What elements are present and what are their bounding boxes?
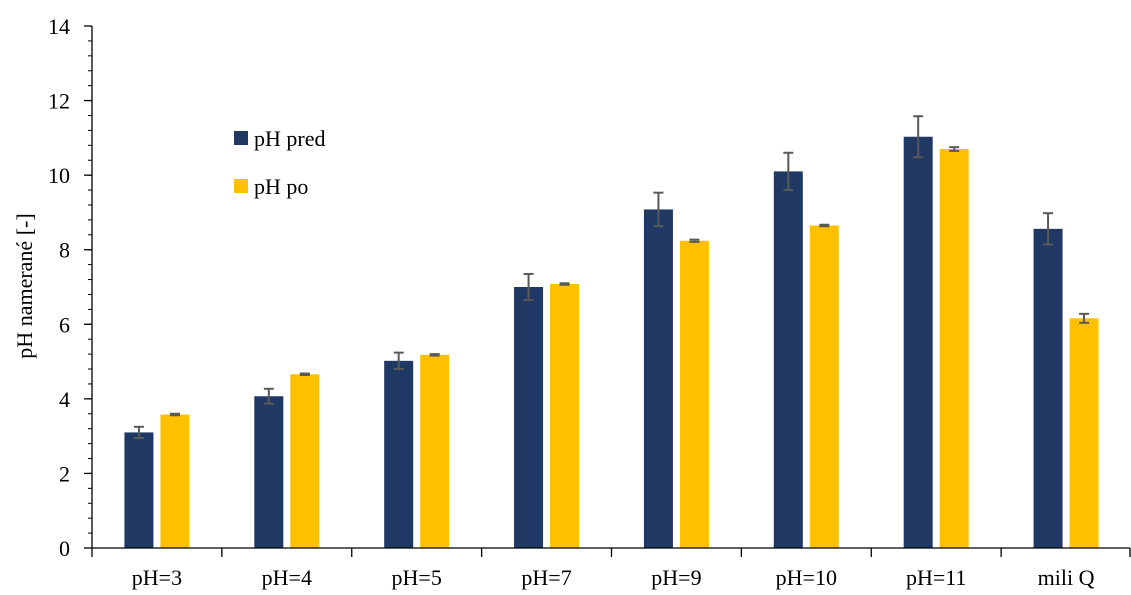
y-tick-label: 10 [48, 163, 70, 188]
bar-ph-pred [903, 136, 933, 548]
error-bar [523, 272, 534, 302]
x-tick-label: pH=7 [521, 565, 571, 590]
x-tick-label: pH=4 [262, 565, 312, 590]
y-tick-label: 6 [59, 312, 70, 337]
error-bar [169, 412, 180, 417]
legend: pH pred pH po [234, 126, 325, 199]
x-tick-label: pH=5 [392, 565, 442, 590]
y-tick-label: 0 [59, 536, 70, 561]
bar-ph-po [939, 149, 969, 549]
bar-ph-po [679, 240, 709, 548]
error-bar [1043, 212, 1054, 246]
error-bar [819, 223, 830, 228]
legend-label: pH po [254, 174, 308, 199]
bar-ph-pred [254, 396, 284, 548]
bar-ph-pred [124, 432, 154, 548]
legend-swatch [234, 131, 248, 145]
x-axis-labels: pH=3 pH=4 pH=5 pH=7 pH=9 pH=10 pH=11 mili Q [132, 565, 1095, 590]
y-tick-label: 2 [59, 461, 70, 486]
error-bar [393, 351, 404, 371]
error-bar [689, 238, 700, 243]
legend-label: pH pred [254, 126, 325, 151]
y-tick-label: 4 [59, 387, 70, 412]
bar-ph-pred [384, 360, 414, 548]
y-tick-label: 14 [48, 14, 70, 39]
error-bar [133, 425, 144, 440]
error-bar [1079, 312, 1090, 324]
bar-ph-pred [514, 287, 544, 548]
legend-item: pH po [234, 174, 308, 199]
error-bar [653, 191, 664, 228]
bar-ph-po [550, 284, 580, 548]
x-tick-label: pH=11 [906, 565, 966, 590]
error-bar [559, 282, 570, 286]
y-axis-title: pH namerané [-] [12, 213, 37, 358]
x-tick-label: pH=9 [651, 565, 701, 590]
bar-ph-pred [643, 209, 673, 548]
bar-ph-pred [1033, 228, 1063, 548]
bar-ph-po [420, 354, 450, 548]
bar-ph-po [809, 225, 839, 548]
y-tick-label: 12 [48, 89, 70, 114]
bar-ph-pred [773, 171, 803, 548]
error-bar [913, 115, 924, 159]
axes [91, 26, 1131, 557]
error-bars [133, 115, 1090, 440]
x-tick-label: mili Q [1038, 565, 1095, 590]
bar-ph-po [1069, 318, 1099, 548]
y-tick-label: 8 [59, 238, 70, 263]
error-bar [429, 353, 440, 357]
x-tick-label: pH=3 [132, 565, 182, 590]
y-axis-ticks: 0 2 4 6 8 10 12 14 [48, 14, 92, 561]
error-bar [783, 151, 794, 192]
legend-item: pH pred [234, 126, 325, 151]
legend-swatch [234, 179, 248, 193]
error-bar [263, 387, 274, 405]
bar-ph-po [290, 374, 320, 548]
x-tick-label: pH=10 [776, 565, 837, 590]
bars [124, 136, 1099, 549]
error-bar [299, 372, 310, 376]
error-bar [949, 146, 960, 152]
bar-ph-po [160, 414, 190, 548]
